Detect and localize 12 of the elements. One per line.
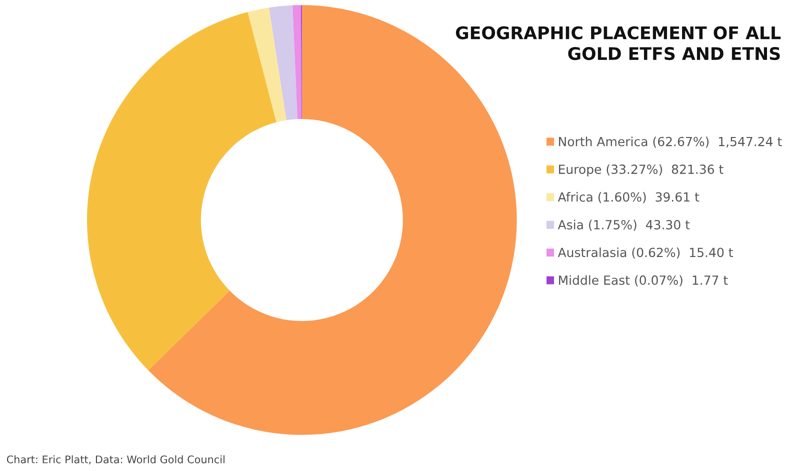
legend-label: Australasia (0.62%) 15.40 t	[558, 247, 733, 259]
legend-label: Europe (33.27%) 821.36 t	[559, 164, 724, 176]
legend-label: North America (62.67%) 1,547.24 t	[559, 136, 782, 148]
donut-slice	[248, 8, 286, 122]
legend-label: Asia (1.75%) 43.30 t	[558, 220, 690, 231]
legend-label: Middle East (0.07%) 1.77 t	[559, 275, 728, 286]
text: GEOGRAPHIC PLACEMENT OF ALL GOLD ETFS AND ETNS	[456, 26, 781, 60]
donut-slice	[268, 5, 298, 120]
donut-slice	[87, 12, 276, 370]
text: Chart: Eric Platt, Data: World Gold Council	[6, 455, 224, 464]
legend-label: Africa (1.60%) 39.61 t	[558, 192, 700, 204]
donut-slice	[292, 5, 302, 120]
